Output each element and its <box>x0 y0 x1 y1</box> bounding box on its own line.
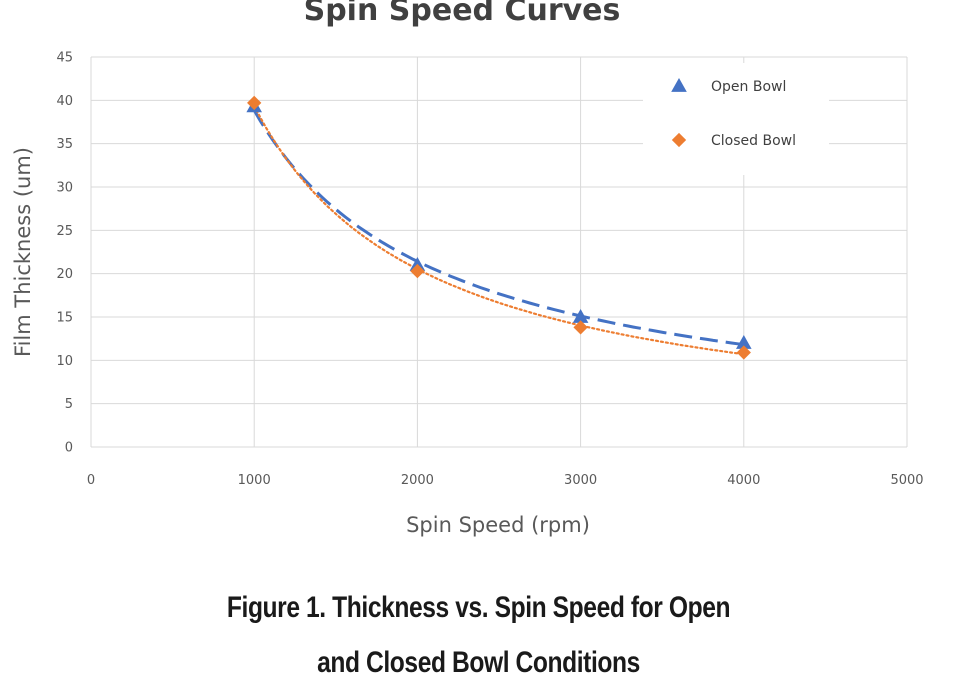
x-axis-tick-labels: 0 1000 2000 3000 4000 5000 <box>87 473 924 488</box>
y-tick-label: 35 <box>56 137 73 152</box>
figure-caption-line-1: Figure 1. Thickness vs. Spin Speed for O… <box>226 591 731 624</box>
y-tick-label: 20 <box>56 267 73 282</box>
y-tick-label: 5 <box>65 397 73 412</box>
data-point-series-0 <box>409 256 426 271</box>
y-tick-label: 15 <box>56 311 73 326</box>
y-tick-label: 45 <box>56 51 73 66</box>
data-point-series-1 <box>736 345 751 360</box>
data-point-series-0 <box>736 334 752 349</box>
data-point-series-0 <box>572 308 589 323</box>
x-tick-label: 0 <box>87 473 95 488</box>
legend-background <box>643 63 829 175</box>
x-tick-label: 1000 <box>238 473 271 488</box>
data-point-series-1 <box>573 320 588 335</box>
legend-marker-series-0 <box>671 77 687 92</box>
y-tick-label: 25 <box>56 224 73 239</box>
y-tick-label: 30 <box>56 181 73 196</box>
y-tick-label: 10 <box>56 354 73 369</box>
legend-label-series-1: Closed Bowl <box>711 133 796 149</box>
trendline-series-1 <box>253 104 745 356</box>
figure-caption-line-2: and Closed Bowl Conditions <box>317 646 640 679</box>
data-point-series-1 <box>410 263 425 279</box>
y-tick-label: 40 <box>56 94 73 109</box>
chart-gridlines <box>90 56 908 448</box>
x-tick-label: 4000 <box>727 473 760 488</box>
chart-legend: Open Bowl Closed Bowl <box>643 63 829 175</box>
x-tick-label: 5000 <box>890 473 923 488</box>
x-tick-label: 3000 <box>564 473 597 488</box>
legend-label-series-0: Open Bowl <box>711 79 786 95</box>
x-tick-label: 2000 <box>401 473 434 488</box>
spin-speed-chart: Spin Speed Curves 0 5 10 15 20 25 30 35 40 45 0 10… <box>11 0 924 537</box>
trendline-series-0 <box>252 109 745 347</box>
y-axis-title: Film Thickness (um) <box>11 147 35 357</box>
data-points <box>246 95 752 360</box>
legend-marker-series-1 <box>671 132 687 148</box>
data-point-series-1 <box>247 95 262 111</box>
y-tick-label: 0 <box>65 441 73 456</box>
y-axis-tick-labels: 0 5 10 15 20 25 30 35 40 45 <box>56 51 73 456</box>
trendlines <box>252 104 745 356</box>
chart-title: Spin Speed Curves <box>304 0 621 28</box>
x-axis-title: Spin Speed (rpm) <box>406 513 590 537</box>
